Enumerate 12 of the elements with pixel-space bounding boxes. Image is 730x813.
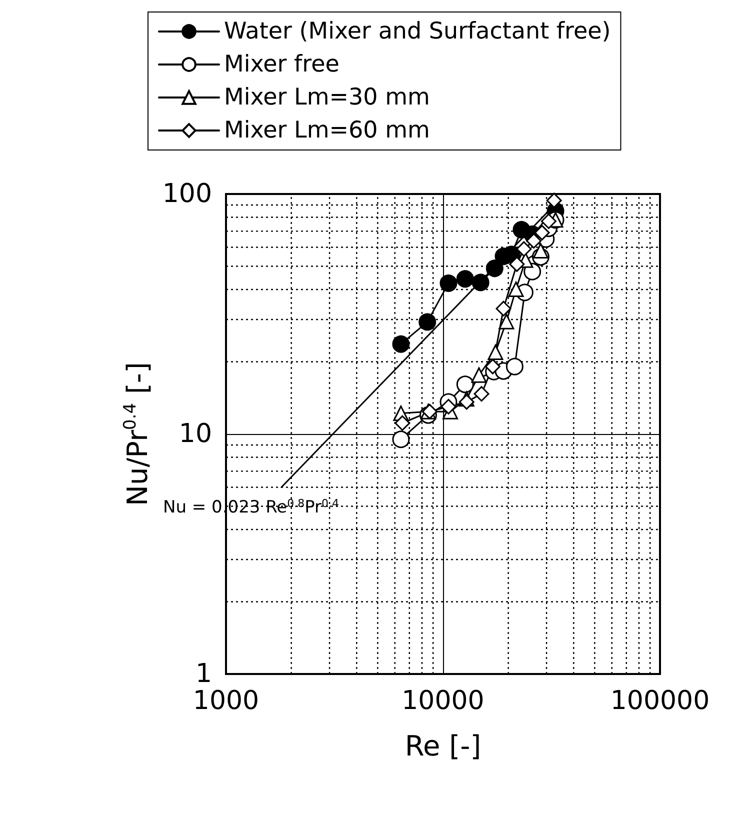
legend-label: Mixer Lm=60 mm <box>224 118 430 144</box>
x-tick-label: 100000 <box>610 686 710 716</box>
y-tick-label: 10 <box>178 419 212 449</box>
legend-label: Mixer free <box>224 52 340 78</box>
y-axis-title: Nu/Pr0.4 [-] <box>120 362 154 506</box>
y-tick-label: 1 <box>195 659 212 689</box>
legend-label: Mixer Lm=30 mm <box>224 84 430 110</box>
y-tick-label: 100 <box>162 179 212 209</box>
x-axis-title: Re [-] <box>404 730 482 762</box>
legend-label: Water (Mixer and Surfactant free) <box>224 18 611 44</box>
x-tick-label: 1000 <box>192 686 260 716</box>
x-tick-label: 10000 <box>402 686 484 716</box>
